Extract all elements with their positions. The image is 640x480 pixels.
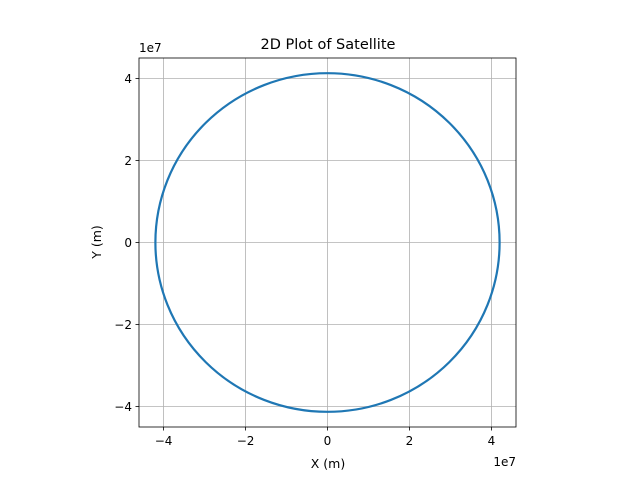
x-tick-label: −4 xyxy=(155,434,173,448)
y-tick-label: 4 xyxy=(124,72,132,86)
x-tick-label: 2 xyxy=(406,434,414,448)
ticks: −4 −2 0 2 4 −4 −2 0 2 4 xyxy=(114,72,495,448)
x-axis-label: X (m) xyxy=(311,456,345,471)
y-tick-label: −2 xyxy=(114,318,132,332)
orbit-line xyxy=(154,72,501,413)
grid xyxy=(139,58,516,427)
y-axis-label: Y (m) xyxy=(89,225,104,260)
x-tick-label: −2 xyxy=(237,434,255,448)
x-axis-offset-text: 1e7 xyxy=(493,455,516,469)
y-tick-label: 0 xyxy=(124,236,132,250)
y-tick-label: −4 xyxy=(114,400,132,414)
y-axis-offset-text: 1e7 xyxy=(139,41,162,55)
series-layer xyxy=(154,72,501,413)
x-tick-label: 0 xyxy=(324,434,332,448)
x-tick-label: 4 xyxy=(488,434,496,448)
chart-title: 2D Plot of Satellite xyxy=(261,37,396,53)
y-tick-label: 2 xyxy=(124,154,132,168)
